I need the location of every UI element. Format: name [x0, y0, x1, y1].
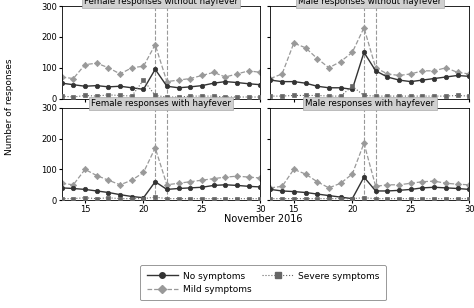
Title: Male responses with hayfever: Male responses with hayfever — [305, 99, 434, 108]
Text: November 2016: November 2016 — [224, 214, 302, 224]
Title: Male responses without hayfever: Male responses without hayfever — [298, 0, 441, 6]
Text: Number of responses: Number of responses — [5, 58, 14, 155]
Legend: No symptoms, Mild symptoms, Severe symptoms: No symptoms, Mild symptoms, Severe sympt… — [140, 265, 386, 300]
Title: Female responses with hayfever: Female responses with hayfever — [91, 99, 231, 108]
Title: Female responses without hayfever: Female responses without hayfever — [84, 0, 238, 6]
